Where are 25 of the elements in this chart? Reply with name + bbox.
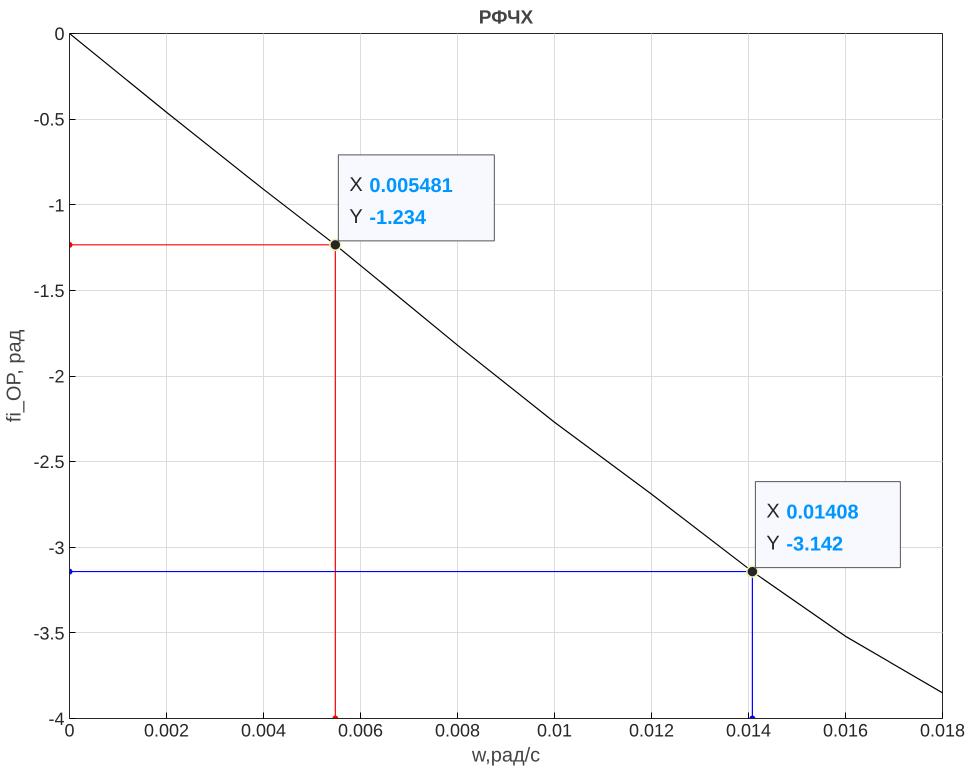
x-tick-label: 0.012 [628,720,674,740]
x-tick-label: 0.008 [434,720,480,740]
y-tick-label: -2.5 [33,452,65,472]
x-tick-label: 0.01 [536,720,572,740]
y-tick-label: -3 [48,538,65,558]
x-tick-label: 0.002 [144,720,190,740]
annotation: X 0.005481 Y -1.234 [349,174,453,229]
point [746,565,759,578]
x-tick-label: 0.014 [726,720,772,740]
y-tick-label: -3.5 [33,623,65,644]
x-tick-label: 0.018 [920,720,966,740]
x-axis-title: w,рад/с [470,744,540,766]
y-tick-label: -1 [48,195,65,216]
chart-title: РФЧХ [478,8,534,28]
y-tick-label: -2 [48,366,65,386]
x-tick-label: 0.016 [822,720,868,740]
x-tick-label: 0.006 [338,720,384,740]
y-tick-label: 0 [54,24,65,44]
y-tick-label: -4 [48,709,65,729]
x-tick-label: 0.004 [240,720,286,740]
point [329,238,342,252]
y-axis-title: fi_OP, рад [3,329,26,422]
y-tick-label: -0.5 [33,110,65,130]
y-tick-label: -1.5 [33,280,65,301]
annotation: X 0.01408 Y -3.142 [766,500,859,556]
